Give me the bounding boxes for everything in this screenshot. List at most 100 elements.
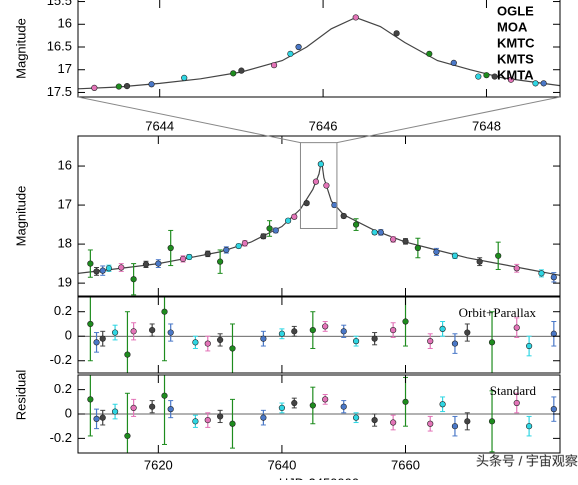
data-point: [538, 270, 545, 277]
panel-annotation: Standard: [490, 383, 537, 398]
data-point: [123, 82, 131, 90]
y-tick-label: 19: [58, 275, 72, 290]
panel-frame: [77, 374, 561, 454]
data-point: [142, 261, 150, 268]
data-point: [352, 338, 360, 345]
data-point: [317, 160, 324, 168]
data-point: [414, 244, 421, 252]
data-point: [540, 80, 547, 87]
data-point: [303, 200, 310, 207]
watermark: 头条号 / 宇宙观察: [476, 453, 578, 468]
data-point: [204, 340, 211, 347]
data-point: [340, 328, 347, 335]
y-tick-label: 17: [58, 61, 72, 76]
legend-entry: KMTA: [497, 67, 534, 82]
data-point: [260, 414, 267, 421]
y-tick-label: -0.2: [50, 352, 72, 367]
data-point: [390, 419, 397, 426]
panel: [78, 14, 560, 92]
data-point: [513, 265, 520, 272]
data-point: [371, 229, 378, 236]
y-tick-label: 16: [58, 157, 72, 172]
data-point: [427, 420, 434, 427]
data-point: [217, 336, 224, 344]
data-point: [352, 221, 360, 228]
model-curve: [78, 160, 560, 276]
data-point: [186, 253, 193, 261]
data-point: [483, 72, 490, 79]
panel: [78, 375, 560, 453]
x-axis-label: HJD-2450000: [279, 475, 359, 480]
panel-frame: [77, 296, 561, 374]
data-point: [260, 335, 267, 342]
zoom-box: [299, 142, 338, 229]
data-point: [204, 250, 211, 257]
data-point: [495, 252, 502, 259]
data-point: [167, 329, 174, 336]
data-point: [322, 323, 329, 330]
data-point: [111, 329, 119, 336]
y-tick-label: 16: [58, 16, 72, 31]
data-point: [260, 233, 267, 240]
data-point: [390, 326, 397, 334]
data-point: [130, 404, 137, 412]
data-point: [550, 406, 557, 413]
y-tick-label: -0.2: [50, 430, 72, 445]
data-point: [451, 252, 459, 259]
y-tick-label: 17: [58, 197, 72, 212]
data-point: [491, 73, 498, 80]
data-point: [238, 67, 245, 74]
data-point: [217, 413, 224, 420]
data-point: [439, 325, 446, 332]
data-point: [532, 80, 539, 87]
y-tick-label: 0: [65, 328, 72, 343]
data-point: [87, 320, 94, 328]
data-point: [450, 59, 457, 67]
data-point: [155, 260, 162, 267]
data-point: [426, 50, 433, 57]
data-point: [312, 178, 320, 185]
data-point: [229, 345, 236, 352]
x-tick-label: 7620: [144, 457, 173, 472]
data-point: [507, 76, 515, 83]
panel-annotation: Orbit+Parallax: [459, 305, 537, 320]
panel-frame: [77, 0, 561, 98]
x-tick-label: 7646: [309, 118, 338, 133]
data-point: [149, 326, 156, 334]
data-point: [93, 415, 100, 422]
data-point: [124, 351, 131, 358]
data-point: [229, 420, 236, 427]
y-axis-label: Magnitude: [13, 186, 28, 247]
data-point: [278, 330, 286, 337]
data-point: [550, 274, 557, 281]
data-point: [87, 260, 94, 267]
data-point: [149, 403, 156, 410]
data-point: [285, 217, 292, 224]
data-point: [192, 339, 199, 346]
data-point: [475, 73, 482, 80]
zoom-connector: [77, 96, 301, 144]
data-point: [266, 225, 273, 232]
data-point: [322, 396, 329, 403]
data-point: [99, 414, 106, 421]
data-point: [235, 242, 242, 250]
data-point: [451, 340, 459, 347]
model-curve: [78, 16, 560, 90]
data-point: [402, 318, 409, 325]
data-point: [287, 50, 294, 57]
panel-frame: [77, 135, 561, 297]
panel: [78, 297, 560, 373]
data-point: [352, 414, 360, 421]
data-point: [340, 403, 347, 410]
data-point: [93, 339, 100, 346]
data-point: [115, 83, 122, 90]
data-point: [464, 329, 471, 336]
data-point: [433, 248, 440, 256]
data-point: [377, 229, 384, 236]
y-tick-label: 16.5: [47, 38, 72, 53]
data-point: [161, 308, 168, 315]
data-point: [223, 246, 230, 254]
data-point: [99, 335, 106, 342]
data-point: [526, 342, 533, 350]
